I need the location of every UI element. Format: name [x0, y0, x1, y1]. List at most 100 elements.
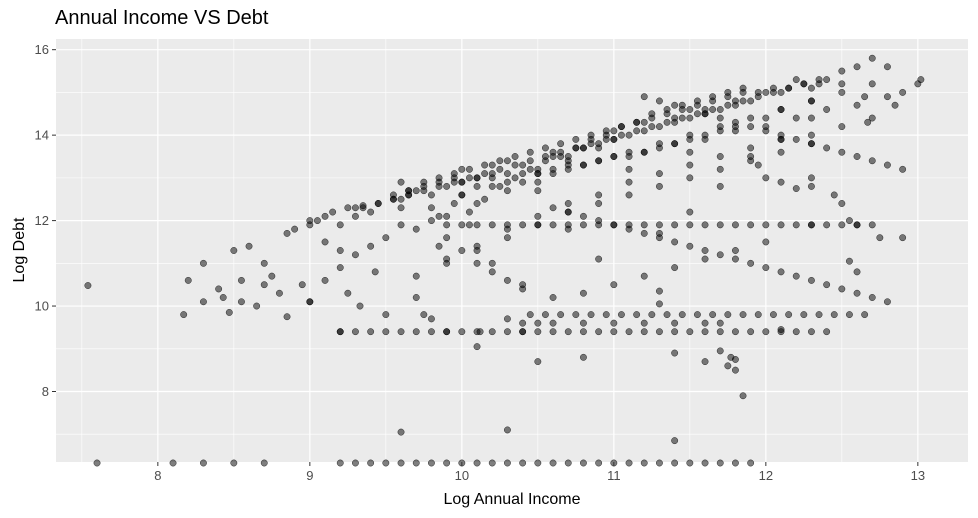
data-point [587, 140, 595, 148]
data-point [557, 148, 565, 156]
data-point [777, 88, 785, 96]
data-point [868, 157, 876, 165]
data-point [450, 200, 458, 207]
data-point [640, 229, 648, 237]
data-point [891, 101, 899, 109]
data-point [549, 153, 557, 160]
data-point [807, 114, 815, 122]
data-point [313, 217, 321, 225]
data-point [435, 242, 443, 250]
data-point [625, 328, 633, 336]
data-point [838, 148, 846, 156]
data-point [488, 459, 496, 467]
data-point [731, 356, 739, 363]
data-point [488, 182, 496, 190]
data-point [253, 302, 261, 310]
data-point [640, 328, 648, 336]
data-point [534, 178, 542, 186]
data-point [602, 127, 610, 135]
data-point [838, 80, 846, 88]
data-point [367, 328, 375, 336]
data-point [519, 161, 527, 169]
data-point [777, 328, 785, 336]
data-point [807, 221, 815, 229]
data-point [610, 221, 618, 229]
data-point [747, 259, 755, 267]
data-point [724, 362, 732, 370]
data-point [655, 287, 663, 295]
data-point [671, 349, 679, 357]
data-point [443, 328, 451, 336]
data-point [671, 238, 679, 246]
data-point [731, 221, 739, 229]
data-point [579, 221, 587, 229]
data-point [458, 221, 466, 229]
data-point [443, 212, 451, 220]
data-point [731, 255, 739, 263]
data-point [336, 328, 344, 336]
data-point [686, 174, 694, 182]
data-point [321, 212, 329, 220]
data-point [807, 131, 815, 139]
data-point [876, 234, 884, 242]
data-point [215, 285, 223, 293]
y-tick-label: 16 [35, 42, 49, 57]
data-point [397, 428, 405, 436]
data-point [511, 161, 519, 169]
data-point [655, 328, 663, 336]
data-point [610, 153, 618, 160]
data-point [367, 242, 375, 250]
data-point [458, 191, 466, 199]
data-point [823, 106, 831, 113]
data-point [800, 80, 808, 88]
data-point [488, 268, 496, 276]
data-point [747, 123, 755, 131]
data-point [564, 208, 572, 216]
data-point [260, 259, 268, 267]
data-point [291, 225, 299, 233]
data-point [807, 140, 815, 148]
data-point [473, 182, 481, 190]
data-point [184, 276, 192, 284]
data-point [519, 285, 527, 293]
data-point [503, 328, 511, 336]
data-point [640, 148, 648, 156]
data-point [686, 106, 694, 113]
data-point [549, 204, 557, 212]
data-point [640, 272, 648, 280]
data-point [625, 225, 633, 233]
data-point [747, 328, 755, 336]
data-point [838, 123, 846, 131]
data-point [663, 118, 671, 126]
data-point [564, 221, 572, 229]
y-tick-label: 14 [35, 128, 49, 143]
data-point [587, 311, 595, 319]
data-point [762, 221, 770, 229]
data-point [838, 285, 846, 293]
data-point [671, 264, 679, 272]
data-point [412, 294, 420, 301]
data-point [731, 328, 739, 336]
data-point [655, 144, 663, 152]
data-point [465, 174, 473, 182]
data-point [549, 319, 557, 327]
data-point [473, 343, 481, 351]
data-point [617, 131, 625, 139]
data-point [579, 459, 587, 467]
data-point [648, 114, 656, 122]
data-point [458, 165, 466, 173]
data-point [503, 276, 511, 284]
y-tick-label: 12 [35, 213, 49, 228]
data-point [807, 276, 815, 284]
data-point [356, 302, 364, 310]
data-point [701, 459, 709, 467]
data-point [917, 76, 925, 84]
data-point [180, 311, 188, 319]
data-point [823, 76, 831, 84]
data-point [572, 311, 580, 319]
data-point [686, 459, 694, 467]
data-point [701, 131, 709, 139]
data-point [617, 123, 625, 131]
data-point [701, 247, 709, 254]
data-point [762, 114, 770, 122]
